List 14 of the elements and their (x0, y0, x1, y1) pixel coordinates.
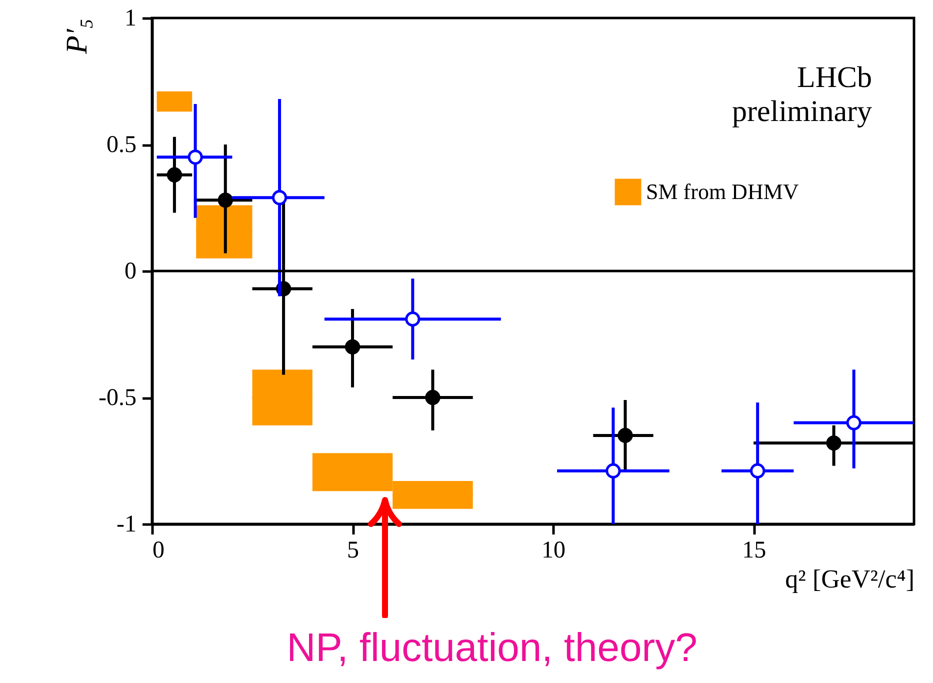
text: NP, fluctuation, theory? (286, 626, 698, 670)
x-tick-label: 5 (347, 538, 360, 564)
x-tick-label: 10 (542, 538, 566, 564)
y-axis-title: P′₅ (60, 18, 94, 55)
annotation: LHCb preliminary (732, 61, 872, 128)
legend-label: SM from DHMV (646, 179, 799, 204)
x-axis-title: q² [GeV²/c⁴] (785, 564, 914, 594)
y-tick-label: 0 (124, 258, 136, 284)
x-tick-label: 0 (152, 538, 164, 564)
y-tick-label: -0.5 (98, 385, 136, 411)
y-tick-label: 0.5 (106, 132, 136, 158)
x-tick-label: 15 (742, 538, 766, 564)
y-tick-label: 1 (124, 6, 136, 32)
y-tick-label: -1 (116, 512, 136, 538)
